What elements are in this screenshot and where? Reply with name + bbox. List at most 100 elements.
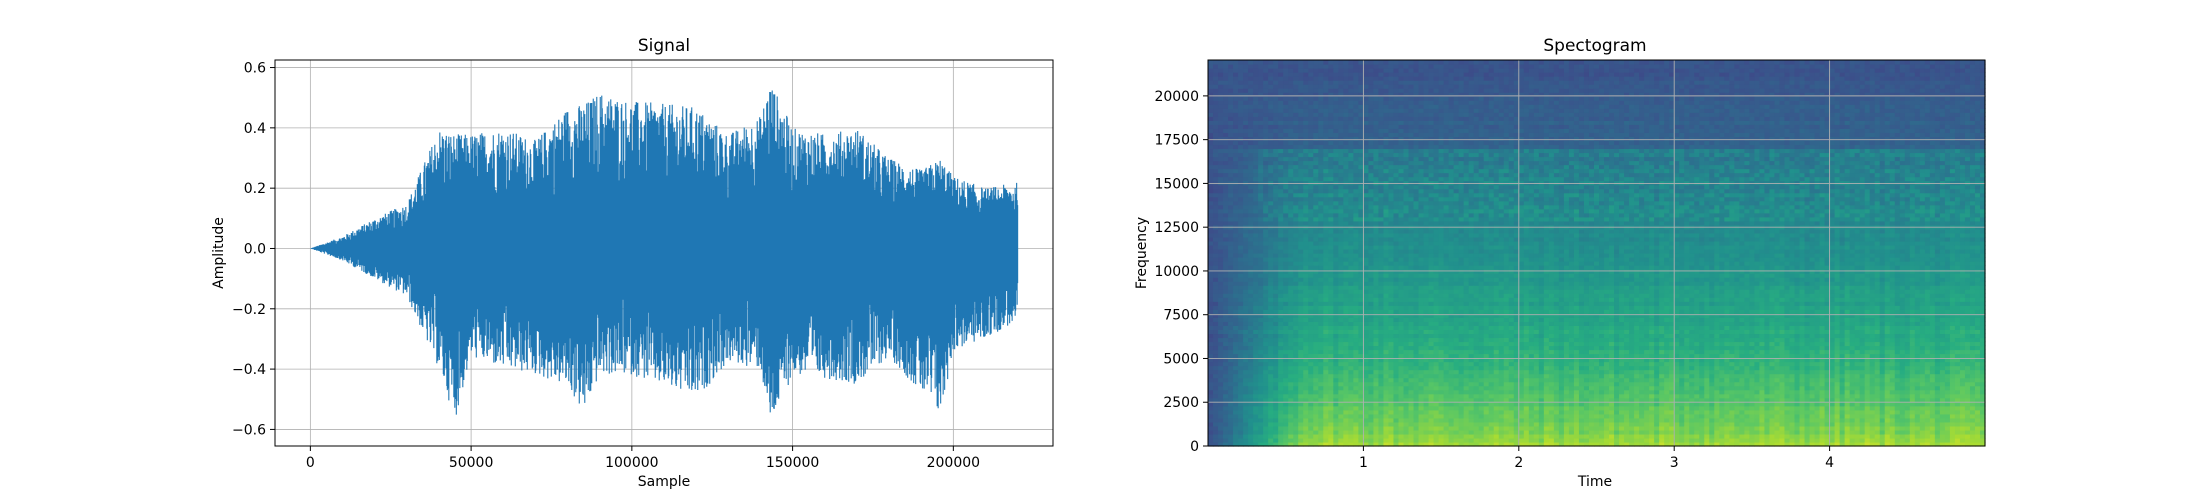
spectrogram-cell (1413, 180, 1420, 186)
spectrogram-cell (1223, 248, 1229, 254)
spectrogram-cell (1233, 417, 1239, 423)
spectrogram-cell (1223, 385, 1229, 391)
spectrogram-cell (1248, 377, 1254, 383)
spectrogram-cell (1393, 393, 1400, 399)
spectrogram-cell (1443, 92, 1450, 97)
spectrogram-cell (1448, 172, 1455, 178)
spectrogram-cell (1218, 277, 1224, 282)
spectrogram-cell (1298, 293, 1304, 298)
spectrogram-cell (1253, 437, 1259, 443)
spectrogram-cell (1328, 377, 1334, 383)
spectrogram-cell (1458, 429, 1465, 435)
spectrogram-cell (1273, 60, 1279, 65)
spectrogram-cell (1358, 357, 1364, 363)
spectrogram-cell (1313, 365, 1319, 371)
spectrogram-cell (1328, 301, 1334, 306)
spectrogram-cell (1298, 257, 1304, 262)
spectrogram-cell (1218, 425, 1224, 431)
spectrogram-cell (1283, 180, 1289, 186)
spectrogram-cell (1328, 337, 1334, 343)
spectrogram-cell (1243, 124, 1249, 129)
spectrogram-cell (1333, 192, 1339, 198)
spectrogram-cell (1313, 257, 1319, 262)
spectrogram-cell (1423, 345, 1430, 351)
spectrogram-cell (1233, 421, 1239, 427)
spectrogram-cell (1278, 160, 1284, 166)
spectrogram-cell (1283, 244, 1289, 250)
spectrogram-cell (1438, 329, 1445, 335)
spectrogram-cell (1288, 325, 1294, 330)
spectrogram-cell (1298, 204, 1304, 210)
spectrogram-cell (1293, 80, 1299, 85)
spectrogram-cell (1323, 425, 1329, 431)
spectrogram-cell (1313, 385, 1319, 391)
spectrogram-cell (1443, 96, 1450, 101)
spectrogram-cell (1218, 80, 1224, 85)
spectrogram-cell (1428, 204, 1435, 210)
spectrogram-cell (1348, 333, 1354, 339)
spectrogram-cell (1358, 365, 1364, 371)
spectrogram-cell (1453, 441, 1460, 447)
spectrogram-cell (1243, 265, 1249, 270)
spectrogram-cell (1393, 176, 1400, 182)
spectrogram-cell (1233, 373, 1239, 379)
spectrogram-cell (1443, 273, 1450, 278)
spectrogram-cell (1338, 208, 1344, 214)
spectrogram-cell (1283, 321, 1289, 326)
spectrogram-cell (1378, 309, 1385, 314)
spectrogram-cell (1393, 253, 1400, 258)
spectrogram-cell (1213, 389, 1219, 395)
spectrogram-cell (1258, 349, 1264, 355)
spectrogram-cell (1308, 409, 1314, 415)
spectrogram-cell (1323, 361, 1329, 367)
spectrogram-cell (1423, 273, 1430, 278)
spectrogram-cell (1233, 212, 1239, 218)
spectrogram-cell (1453, 381, 1460, 387)
spectrogram-cell (1398, 112, 1405, 117)
spectrogram-cell (1243, 140, 1249, 146)
spectrogram-cell (1323, 148, 1329, 154)
spectrogram-cell (1293, 337, 1299, 343)
spectrogram-cell (1343, 100, 1349, 105)
spectrogram-cell (1433, 152, 1440, 158)
spectrogram-cell (1313, 377, 1319, 383)
spectrogram-cell (1268, 429, 1274, 435)
spectrogram-cell (1248, 84, 1254, 89)
spectrogram-cell (1458, 373, 1465, 379)
spectrogram-cell (1383, 253, 1390, 258)
spectrogram-cell (1233, 297, 1239, 302)
spectrogram-cell (1423, 220, 1430, 226)
spectrogram-cell (1443, 437, 1450, 443)
spectrogram-cell (1293, 116, 1299, 121)
spectrogram-cell (1268, 104, 1274, 109)
spectrogram-cell (1458, 88, 1465, 93)
spectrogram-cell (1263, 425, 1269, 431)
spectrogram-cell (1208, 441, 1214, 447)
spectrogram-cell (1273, 405, 1279, 411)
spectrogram-cell (1223, 64, 1229, 69)
spectrogram-cell (1223, 341, 1229, 347)
spectrogram-cell (1328, 144, 1334, 150)
spectrogram-cell (1333, 184, 1339, 190)
spectrogram-cell (1263, 377, 1269, 383)
spectrogram-cell (1268, 409, 1274, 415)
spectrogram-cell (1228, 321, 1234, 326)
spectrogram-cell (1268, 293, 1274, 298)
spectrogram-cell (1213, 349, 1219, 355)
spectrogram-cell (1428, 248, 1435, 254)
spectrogram-cell (1378, 393, 1385, 399)
spectrogram-cell (1398, 100, 1405, 105)
spectrogram-cell (1303, 196, 1309, 202)
spectrogram-cell (1293, 60, 1299, 65)
spectrogram-cell (1463, 317, 1470, 322)
spectrogram-cell (1218, 240, 1224, 246)
spectrogram-cell (1238, 361, 1244, 367)
spectrogram-cell (1218, 172, 1224, 178)
spectrogram-cell (1363, 277, 1370, 282)
spectrogram-cell (1453, 244, 1460, 250)
spectrogram-cell (1393, 381, 1400, 387)
spectrogram-cell (1433, 156, 1440, 162)
spectrogram-cell (1238, 232, 1244, 238)
spectrogram-cell (1298, 200, 1304, 206)
spectrogram-cell (1308, 377, 1314, 383)
